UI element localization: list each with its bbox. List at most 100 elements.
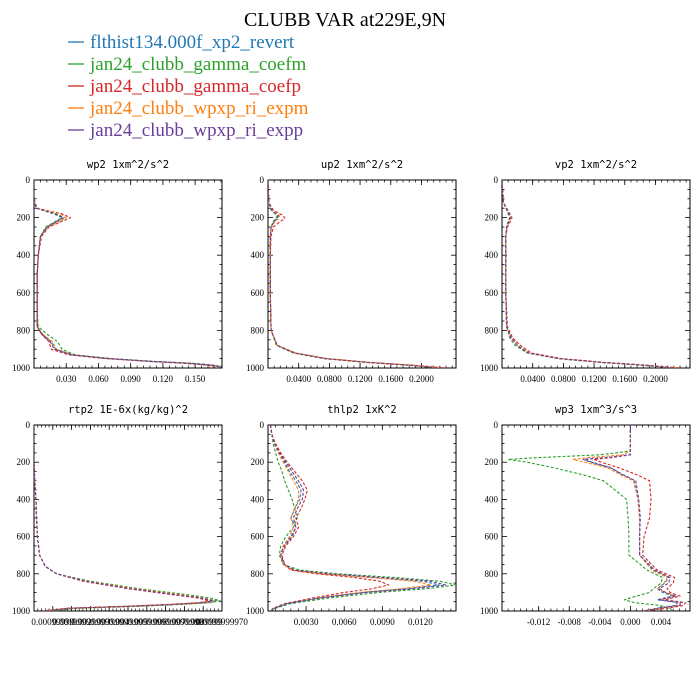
panel: up2 1xm^2/s^2 0 200 400 600 800 1000 0.0400 0.08…	[246, 159, 457, 384]
series-line	[507, 425, 673, 611]
series-line	[34, 180, 216, 368]
x-tick-label: 0.2000	[409, 374, 434, 384]
series-line	[34, 425, 221, 611]
x-tick-label: -0.008	[558, 617, 582, 627]
x-tick-label: 0.0089999	[184, 617, 223, 627]
x-tick-label: 0.0800	[317, 374, 342, 384]
series-line	[34, 425, 210, 611]
series-line	[34, 180, 222, 368]
panel: wp2 1xm^2/s^2 0 200 400 600 800 1000 0.030 0.060…	[12, 159, 223, 384]
y-tick-label: 200	[17, 457, 31, 467]
x-tick-label: 0.000	[620, 617, 641, 627]
x-tick-label: 0.150	[185, 374, 206, 384]
x-tick-label: 0.0800	[551, 374, 576, 384]
y-tick-label: 800	[17, 569, 31, 579]
series-line	[34, 425, 216, 611]
x-tick-label: 0.0060	[332, 617, 357, 627]
x-tick-label: 0.2000	[643, 374, 668, 384]
series-line	[502, 180, 674, 368]
panel: vp2 1xm^2/s^2 0 200 400 600 800 1000 0.0400 0.08…	[480, 159, 691, 384]
legend-entry: jan24_clubb_gamma_coefp	[89, 76, 301, 97]
y-tick-label: 200	[251, 457, 265, 467]
series-line	[269, 425, 390, 611]
panel-title: thlp2 1xK^2	[327, 404, 397, 416]
x-tick-label: 0.0029999	[71, 617, 110, 627]
x-tick-label: 0.1200	[582, 374, 607, 384]
y-tick-label: 400	[485, 494, 499, 504]
series-line	[593, 425, 686, 611]
y-tick-label: 600	[17, 288, 31, 298]
y-tick-label: 0	[260, 420, 265, 430]
y-tick-label: 1000	[480, 363, 499, 373]
x-tick-label: 0.0069999	[146, 617, 185, 627]
x-tick-label: 0.1600	[612, 374, 637, 384]
y-tick-label: 400	[17, 494, 31, 504]
y-tick-label: 600	[17, 532, 31, 542]
y-tick-label: 600	[251, 532, 265, 542]
y-tick-label: 0	[260, 175, 265, 185]
series-line	[34, 425, 214, 611]
x-tick-label: 0.1600	[378, 374, 403, 384]
y-tick-label: 600	[251, 288, 265, 298]
y-tick-label: 600	[485, 532, 499, 542]
y-tick-label: 0	[494, 420, 499, 430]
series-line	[268, 180, 440, 368]
plot-frame	[267, 179, 457, 369]
series-line	[502, 180, 674, 368]
series-line	[34, 180, 220, 368]
panel-title: wp3 1xm^3/s^3	[555, 404, 637, 416]
series-line	[34, 180, 221, 368]
y-tick-label: 800	[485, 325, 499, 335]
legend-entry: jan24_clubb_gamma_coefm	[89, 54, 307, 75]
x-tick-label: 0.0400	[520, 374, 545, 384]
panel: thlp2 1xK^2 0 200 400 600 800 1000 0.0030 0.0060…	[246, 404, 457, 627]
series-line	[269, 425, 447, 611]
y-tick-label: 800	[17, 325, 31, 335]
panel-title: rtp2 1E-6x(kg/kg)^2	[68, 404, 188, 416]
plot-frame	[501, 179, 691, 369]
y-tick-label: 400	[17, 250, 31, 260]
x-tick-label: 0.1200	[348, 374, 373, 384]
y-tick-label: 200	[485, 213, 499, 223]
x-tick-label: 0.0090	[370, 617, 395, 627]
series-line	[502, 180, 675, 368]
series-line	[269, 425, 456, 611]
y-tick-label: 1000	[246, 606, 265, 616]
x-tick-label: 0.0049999	[109, 617, 148, 627]
panel: wp3 1xm^3/s^3 0 200 400 600 800 1000 -0.012 -0.0…	[480, 404, 691, 627]
y-tick-label: 800	[485, 569, 499, 579]
series-line	[34, 180, 222, 368]
x-tick-label: 0.0400	[286, 374, 311, 384]
series-line	[502, 180, 676, 368]
series-line	[268, 180, 442, 368]
x-tick-label: 0.0019999	[52, 617, 91, 627]
panels: wp2 1xm^2/s^2 0 200 400 600 800 1000 0.030 0.060…	[12, 159, 691, 627]
x-tick-label: 0.00099999	[31, 617, 74, 627]
x-tick-label: -0.012	[527, 617, 550, 627]
x-tick-label: 0.0079999	[165, 617, 204, 627]
y-tick-label: 0	[26, 420, 31, 430]
series-line	[269, 425, 432, 611]
figure-title: CLUBB VAR at229E,9N	[244, 9, 446, 31]
x-tick-label: -0.004	[588, 617, 612, 627]
x-tick-label: 0.090	[121, 374, 142, 384]
legend-entry: jan24_clubb_wpxp_ri_expp	[89, 120, 303, 141]
x-tick-label: 0.0030	[294, 617, 319, 627]
panel-title: up2 1xm^2/s^2	[321, 159, 403, 171]
legend: flthist134.000f_xp2_revertjan24_clubb_ga…	[68, 32, 309, 141]
panel-title: vp2 1xm^2/s^2	[555, 159, 637, 171]
panel-title: wp2 1xm^2/s^2	[87, 159, 169, 171]
y-tick-label: 400	[251, 494, 265, 504]
y-tick-label: 800	[251, 569, 265, 579]
y-tick-label: 1000	[480, 606, 499, 616]
y-tick-label: 600	[485, 288, 499, 298]
y-tick-label: 0	[494, 175, 499, 185]
x-tick-label: 0.0059999	[128, 617, 167, 627]
x-tick-label: 0.004	[651, 617, 672, 627]
y-tick-label: 400	[251, 250, 265, 260]
y-tick-label: 200	[251, 213, 265, 223]
series-line	[502, 180, 681, 368]
y-tick-label: 0	[26, 175, 31, 185]
plot-frame	[33, 179, 223, 369]
